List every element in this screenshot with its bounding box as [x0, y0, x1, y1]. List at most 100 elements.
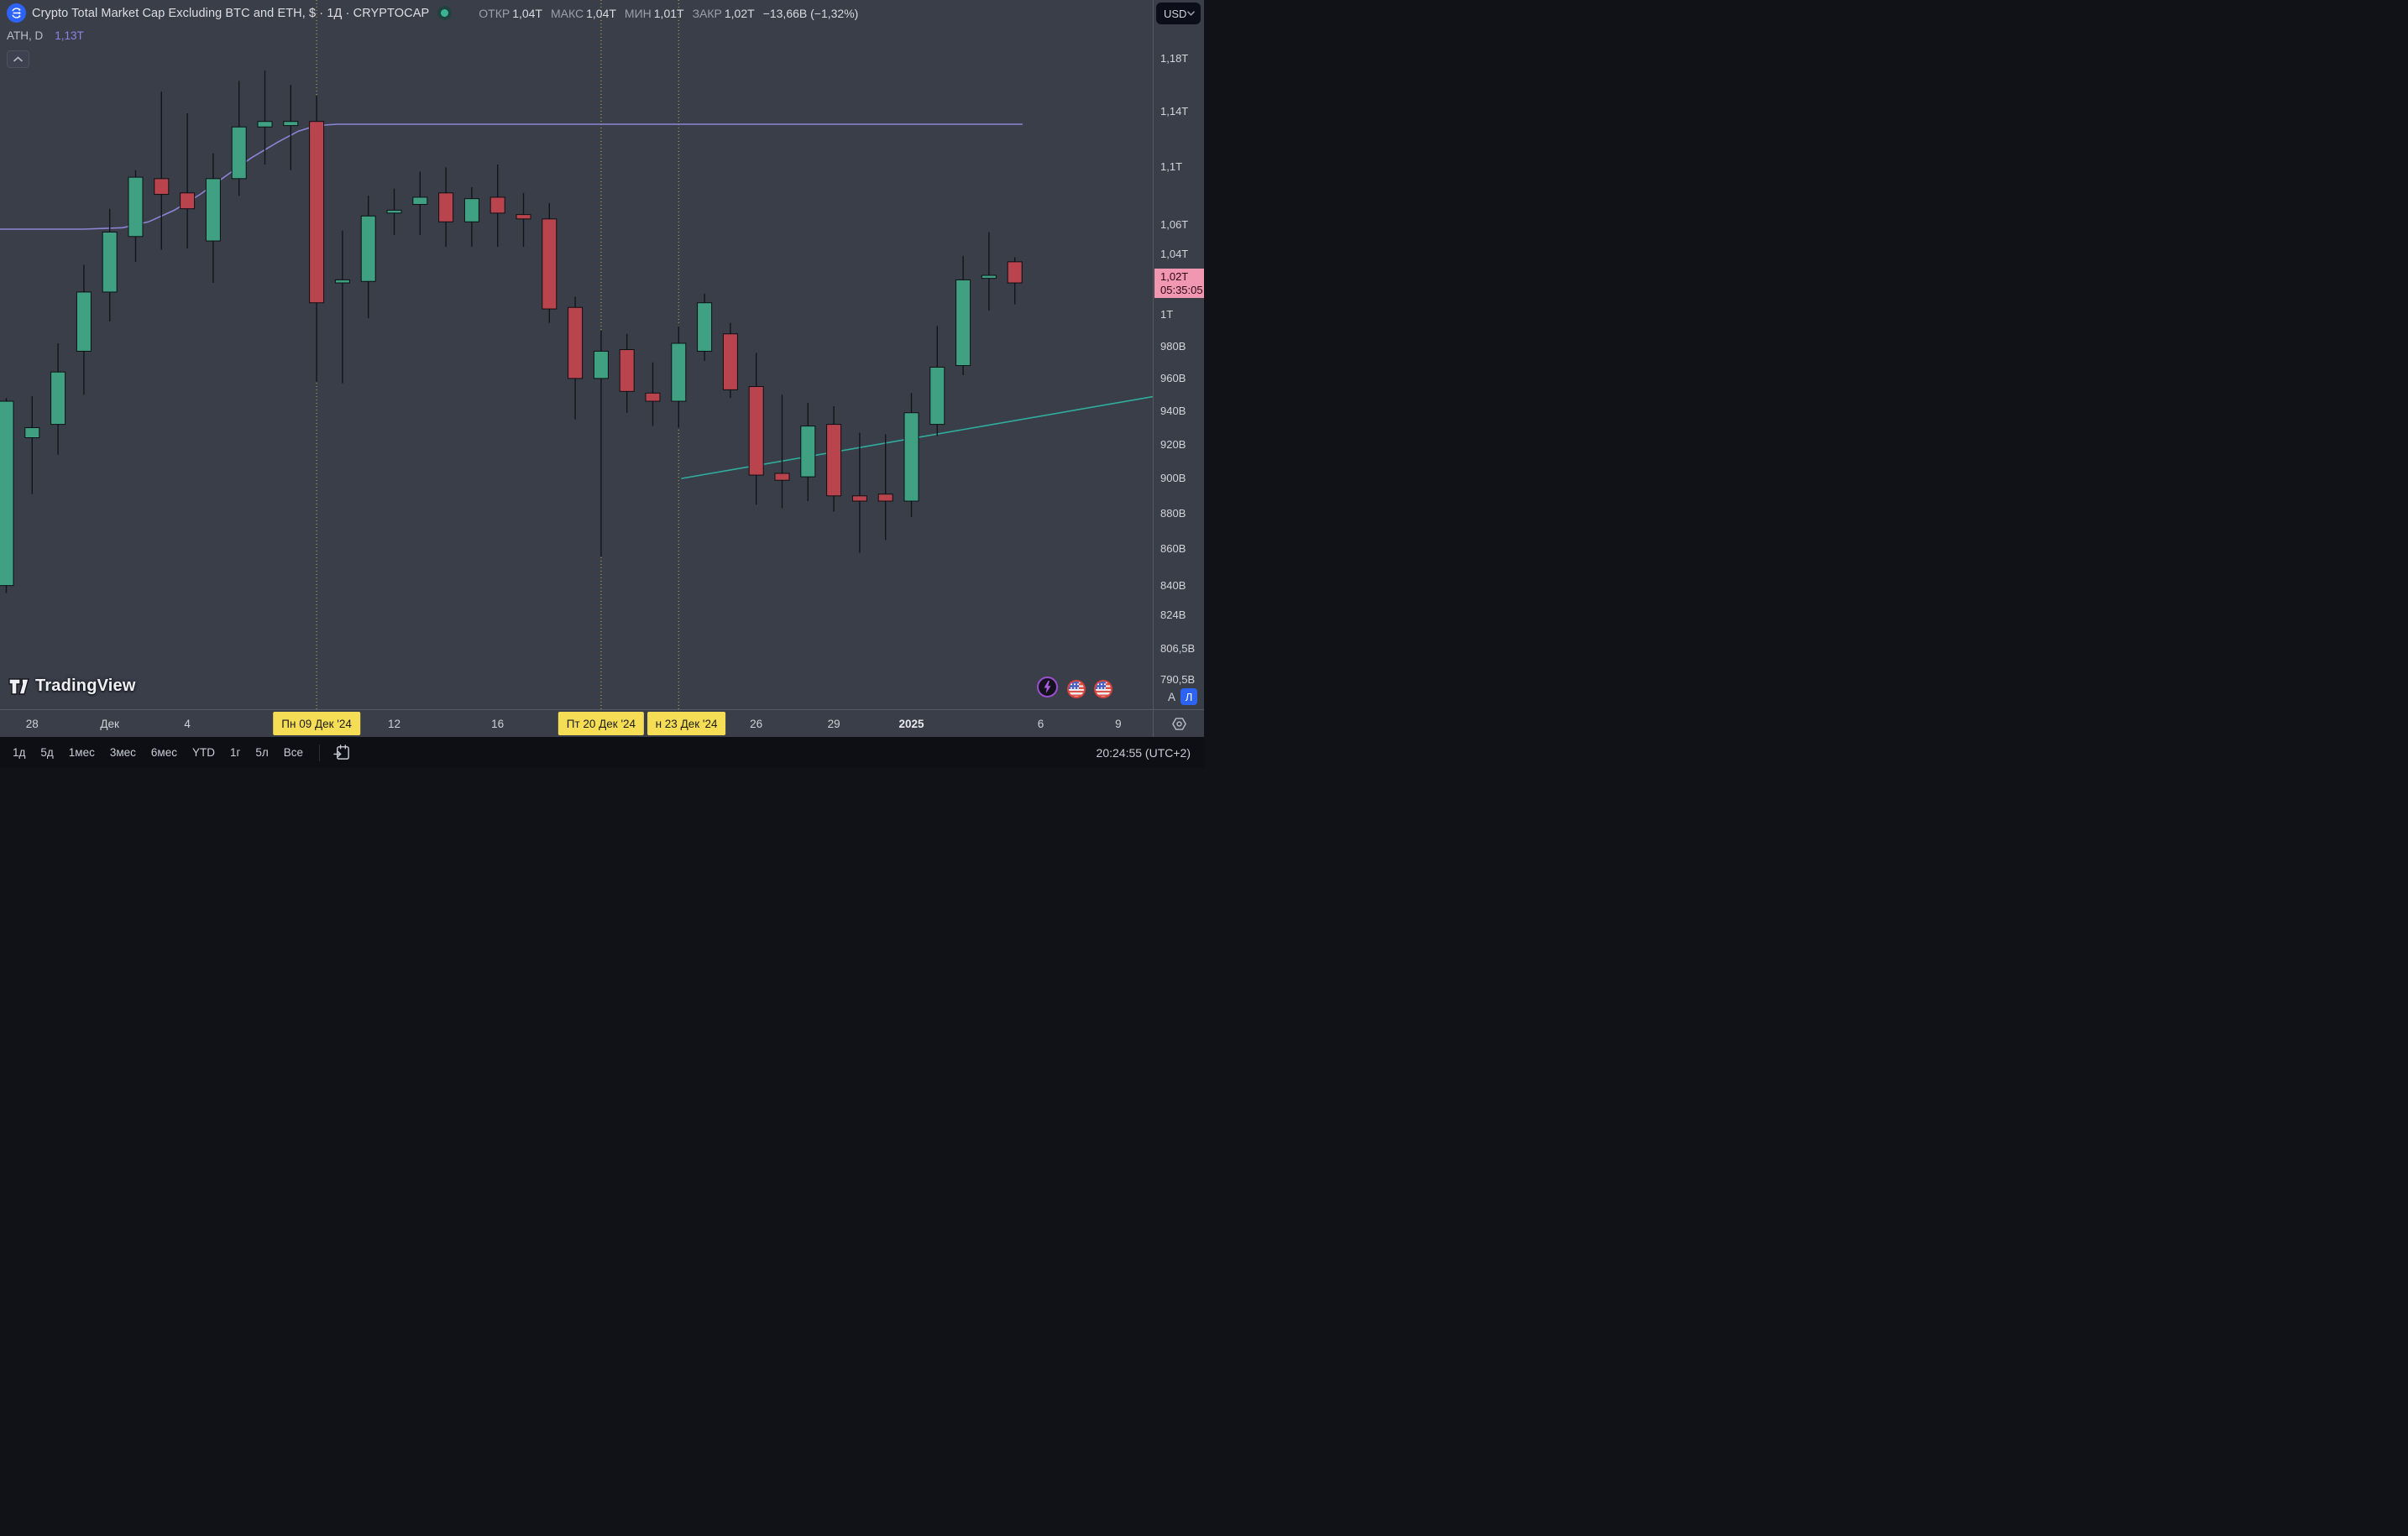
- indicator-name[interactable]: ATH, D: [7, 29, 44, 42]
- candle-2024-12-24: [697, 293, 713, 361]
- tradingview-brand[interactable]: TradingView: [8, 677, 136, 696]
- candle-2024-12-03: [154, 91, 170, 250]
- range-button-YTD[interactable]: YTD: [185, 743, 222, 762]
- price-tick-label: 806,5В: [1160, 641, 1196, 655]
- tradingview-app: Crypto Total Market Cap Excluding BTC an…: [0, 0, 1204, 768]
- range-button-5л[interactable]: 5л: [248, 743, 275, 762]
- candle-2024-12-16: [489, 164, 505, 248]
- candle-2024-12-01: [102, 208, 118, 321]
- price-tick-label: 940В: [1160, 404, 1186, 417]
- candle-2024-12-07: [257, 70, 273, 165]
- price-tick-label: 1,06Т: [1160, 217, 1189, 231]
- candle-2024-12-10: [334, 230, 350, 384]
- tradingview-logo-icon: [8, 677, 29, 695]
- candle-2024-11-28: [24, 396, 40, 494]
- candle-2024-12-28: [800, 402, 816, 502]
- price-tick-label: 980В: [1160, 339, 1186, 353]
- price-tick-label: 960В: [1160, 371, 1186, 384]
- chart-pane[interactable]: Crypto Total Market Cap Excluding BTC an…: [0, 0, 1153, 709]
- candle-2024-12-06: [231, 81, 247, 196]
- indicator-value: 1,13Т: [55, 29, 84, 42]
- close-value: 1,02Т: [724, 6, 755, 20]
- candle-2024-12-20: [593, 331, 609, 556]
- close-label: ЗАКР: [692, 6, 722, 20]
- high-value: 1,04Т: [586, 6, 616, 20]
- event-date-badge: Пн 09 Дек '24: [273, 712, 360, 735]
- candle-2024-12-08: [283, 85, 299, 170]
- axis-settings-cell[interactable]: [1153, 710, 1204, 738]
- range-button-3мес[interactable]: 3мес: [102, 743, 144, 762]
- clock-timestamp[interactable]: 20:24:55 (UTC+2): [1096, 745, 1191, 760]
- lightning-event-icon[interactable]: [1036, 676, 1059, 703]
- range-button-Все[interactable]: Все: [276, 743, 311, 762]
- gear-icon: [1171, 718, 1186, 730]
- candle-2024-12-15: [463, 187, 479, 248]
- time-axis-label: 28: [25, 718, 39, 730]
- market-status-icon[interactable]: [437, 6, 453, 20]
- candle-2024-12-31: [877, 434, 893, 541]
- price-tick-label: 860В: [1160, 542, 1186, 556]
- candle-2024-12-04: [180, 112, 196, 248]
- candle-2025-01-05: [1007, 257, 1023, 305]
- candle-2024-12-11: [360, 196, 376, 319]
- low-value: 1,01Т: [653, 6, 684, 20]
- price-tick-label: 1,14Т: [1160, 105, 1189, 118]
- ath-indicator-line: [0, 123, 1023, 230]
- price-tick-label: 1,18Т: [1160, 51, 1189, 65]
- time-axis-label: 2025: [898, 718, 924, 730]
- us-flag-event-icon[interactable]: [1094, 680, 1112, 698]
- candle-2024-12-25: [722, 322, 738, 399]
- calendar-arrow-icon: [333, 744, 349, 760]
- log-scale-button[interactable]: Л: [1180, 688, 1197, 705]
- time-axis-label: 26: [750, 718, 763, 730]
- bar-countdown: 05:35:05: [1160, 284, 1203, 297]
- high-label: МАКС: [551, 6, 584, 20]
- range-button-1д[interactable]: 1д: [5, 743, 33, 762]
- symbol-title[interactable]: Crypto Total Market Cap Excluding BTC an…: [32, 6, 430, 20]
- price-tick-label: 840В: [1160, 578, 1186, 592]
- price-scale-axis[interactable]: USD 1,18Т 1,14Т 1,1Т 1,06Т 1,04Т 1Т 980В 960В 94…: [1153, 0, 1204, 709]
- candle-2024-12-23: [671, 326, 687, 428]
- open-value: 1,04Т: [512, 6, 542, 20]
- time-axis-label: 9: [1115, 718, 1122, 730]
- price-tick-label: 1,1Т: [1160, 160, 1183, 174]
- time-axis[interactable]: 28 Дек 4 12 16 26 29 2025 6 9 Пн 09 Дек '24 Пт 20 Д…: [0, 709, 1204, 738]
- price-tick-label: 920В: [1160, 437, 1186, 451]
- low-label: МИН: [624, 6, 652, 20]
- auto-scale-button[interactable]: А: [1167, 690, 1175, 703]
- legend-collapse-button[interactable]: [7, 50, 29, 68]
- currency-selector[interactable]: USD: [1156, 3, 1201, 24]
- brand-text: TradingView: [35, 677, 136, 695]
- time-axis-label: 12: [387, 718, 401, 730]
- last-price-badge: 1,02Т 05:35:05: [1154, 269, 1204, 299]
- change-value: −13,66В (−1,32%): [762, 6, 859, 20]
- cryptocap-logo-icon: [7, 3, 26, 23]
- toolbar-divider: [319, 744, 321, 761]
- us-flag-event-icon[interactable]: [1067, 680, 1086, 698]
- candle-2024-12-18: [542, 202, 558, 323]
- range-button-6мес[interactable]: 6мес: [144, 743, 185, 762]
- time-axis-label: Дек: [100, 718, 119, 730]
- candle-2024-12-14: [438, 167, 454, 248]
- candle-2024-12-22: [645, 362, 661, 426]
- go-to-date-button[interactable]: [328, 742, 356, 763]
- candle-2024-12-02: [128, 170, 144, 262]
- candle-2024-12-17: [516, 192, 531, 248]
- chevron-down-icon: [1187, 11, 1195, 16]
- candle-2025-01-04: [981, 232, 997, 311]
- event-date-badge: н 23 Дек '24: [646, 712, 726, 735]
- range-button-1г[interactable]: 1г: [222, 743, 248, 762]
- candlestick-chart[interactable]: [0, 0, 1153, 709]
- candle-2024-12-30: [851, 432, 867, 553]
- candle-2024-11-27: [0, 398, 14, 593]
- range-button-5д[interactable]: 5д: [33, 743, 60, 762]
- candle-2024-12-21: [619, 333, 635, 413]
- price-tick-label: 1,04Т: [1160, 247, 1189, 260]
- time-axis-label: 16: [491, 718, 505, 730]
- candle-2024-12-27: [774, 394, 790, 509]
- range-button-1мес[interactable]: 1мес: [61, 743, 102, 762]
- candle-2025-01-01: [903, 393, 919, 517]
- event-date-badge: Пт 20 Дек '24: [558, 712, 645, 735]
- price-tick-label: 1Т: [1160, 308, 1174, 321]
- candle-2025-01-03: [955, 255, 971, 376]
